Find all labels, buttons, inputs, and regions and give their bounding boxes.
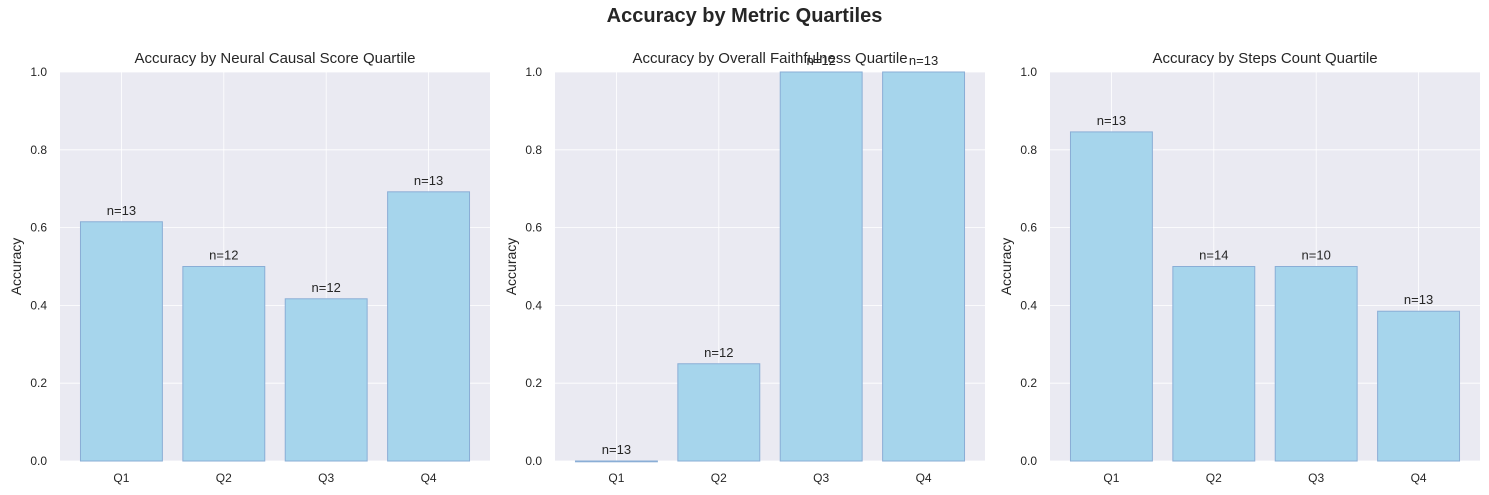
y-tick-label: 0.2 bbox=[525, 376, 542, 390]
chart-title: Accuracy by Steps Count Quartile bbox=[1152, 50, 1377, 67]
y-tick-label: 0.4 bbox=[1020, 298, 1037, 312]
x-tick-label: Q2 bbox=[1206, 471, 1222, 485]
bar-q2 bbox=[182, 266, 266, 462]
x-tick-label: Q2 bbox=[216, 471, 232, 485]
y-axis-label: Accuracy bbox=[8, 238, 24, 296]
y-tick-label: 0.8 bbox=[30, 143, 47, 157]
bar-q3 bbox=[779, 71, 863, 462]
bar-q1 bbox=[1069, 131, 1153, 462]
bar-q3 bbox=[1274, 266, 1358, 462]
y-tick-label: 0.2 bbox=[30, 376, 47, 390]
y-tick-label: 0.0 bbox=[30, 454, 47, 468]
x-tick-label: Q4 bbox=[421, 471, 437, 485]
x-tick-label: Q4 bbox=[1411, 471, 1427, 485]
y-axis-label: Accuracy bbox=[503, 238, 519, 296]
chart-title: Accuracy by Neural Causal Score Quartile bbox=[135, 50, 416, 67]
bar-annotation: n=13 bbox=[909, 53, 938, 68]
x-tick-label: Q3 bbox=[1308, 471, 1324, 485]
bar-annotation: n=12 bbox=[704, 345, 733, 360]
y-tick-label: 1.0 bbox=[1020, 65, 1037, 79]
bar-q4 bbox=[387, 191, 471, 462]
chart-panel-2: 0.0 0.2 0.4 0.6 0.8 1.0 n=13 Q1 n=12 Q2 n=12 Q3 n=13… bbox=[503, 50, 985, 485]
x-tick-label: Q1 bbox=[1103, 471, 1119, 485]
chart-panel-1: 0.0 0.2 0.4 0.6 0.8 1.0 n=13 Q1 n=12 Q2 n=12 Q3 n=13… bbox=[8, 50, 490, 485]
bar-annotation: n=13 bbox=[414, 173, 443, 188]
y-tick-label: 0.8 bbox=[1020, 143, 1037, 157]
y-tick-label: 0.0 bbox=[525, 454, 542, 468]
y-tick-label: 0.6 bbox=[1020, 221, 1037, 235]
y-tick-label: 0.2 bbox=[1020, 376, 1037, 390]
bar-annotation: n=12 bbox=[312, 280, 341, 295]
bar-annotation: n=13 bbox=[1404, 292, 1433, 307]
x-tick-label: Q2 bbox=[711, 471, 727, 485]
y-axis-label: Accuracy bbox=[998, 238, 1014, 296]
bar-annotation: n=10 bbox=[1302, 248, 1331, 263]
chart-panel-3: 0.0 0.2 0.4 0.6 0.8 1.0 n=13 Q1 n=14 Q2 n=10 Q3 n=13… bbox=[998, 50, 1480, 485]
y-tick-label: 0.0 bbox=[1020, 454, 1037, 468]
bar-annotation: n=13 bbox=[1097, 113, 1126, 128]
bar-annotation: n=12 bbox=[807, 53, 836, 68]
bar-q4 bbox=[1377, 310, 1461, 462]
bar-annotation: n=13 bbox=[107, 203, 136, 218]
y-tick-label: 0.4 bbox=[30, 298, 47, 312]
y-tick-label: 1.0 bbox=[30, 65, 47, 79]
y-tick-label: 0.4 bbox=[525, 298, 542, 312]
x-tick-label: Q1 bbox=[608, 471, 624, 485]
y-tick-label: 1.0 bbox=[525, 65, 542, 79]
chart-title: Accuracy by Overall Faithfulness Quartil… bbox=[632, 50, 907, 67]
bar-q4 bbox=[882, 71, 966, 462]
y-tick-label: 0.6 bbox=[525, 221, 542, 235]
bar-q1 bbox=[574, 460, 658, 463]
bar-q3 bbox=[284, 298, 368, 462]
y-tick-label: 0.6 bbox=[30, 221, 47, 235]
bar-annotation: n=12 bbox=[209, 248, 238, 263]
bar-q2 bbox=[677, 363, 761, 462]
y-tick-label: 0.8 bbox=[525, 143, 542, 157]
bar-q2 bbox=[1172, 266, 1256, 462]
bar-annotation: n=13 bbox=[602, 442, 631, 457]
x-tick-label: Q4 bbox=[916, 471, 932, 485]
figure-suptitle: Accuracy by Metric Quartiles bbox=[606, 5, 883, 27]
x-tick-label: Q1 bbox=[113, 471, 129, 485]
x-tick-label: Q3 bbox=[813, 471, 829, 485]
x-tick-label: Q3 bbox=[318, 471, 334, 485]
bar-q1 bbox=[79, 221, 163, 462]
bar-annotation: n=14 bbox=[1199, 248, 1228, 263]
